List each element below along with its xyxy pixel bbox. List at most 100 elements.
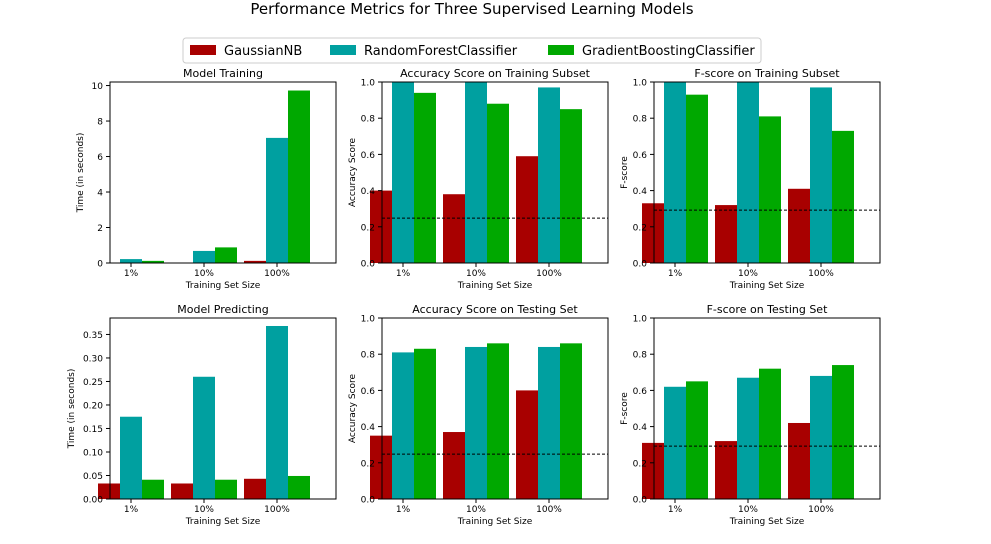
y-axis-label: Time (in seconds) bbox=[67, 369, 77, 450]
bar bbox=[288, 475, 310, 499]
x-tick-label: 1% bbox=[124, 505, 139, 515]
panel-title: Accuracy Score on Testing Set bbox=[412, 303, 578, 316]
bar bbox=[715, 205, 737, 263]
y-tick-label: 1.0 bbox=[633, 79, 648, 89]
y-tick-label: 1.0 bbox=[633, 315, 648, 325]
y-tick-label: 0.4 bbox=[361, 423, 376, 433]
bar bbox=[759, 368, 781, 499]
bar bbox=[98, 483, 120, 499]
bar bbox=[414, 348, 436, 499]
x-tick-label: 10% bbox=[466, 505, 486, 515]
x-tick-label: 1% bbox=[668, 269, 683, 279]
bar bbox=[516, 156, 538, 263]
bar bbox=[120, 259, 142, 263]
bar bbox=[215, 479, 237, 499]
legend: GaussianNB RandomForestClassifier Gradient… bbox=[182, 37, 762, 64]
bar bbox=[266, 325, 288, 499]
bar bbox=[171, 483, 193, 499]
bar bbox=[392, 352, 414, 499]
axes-frame bbox=[381, 317, 609, 500]
y-tick-label: 0 bbox=[97, 260, 103, 270]
y-tick-label: 0.8 bbox=[361, 115, 376, 125]
x-tick-label: 10% bbox=[738, 269, 758, 279]
bar bbox=[538, 346, 560, 499]
bar bbox=[832, 365, 854, 499]
y-tick-label: 0.4 bbox=[633, 423, 648, 433]
y-tick-label: 0.8 bbox=[633, 115, 648, 125]
axes-frame bbox=[109, 317, 337, 500]
bar bbox=[465, 82, 487, 263]
panel-title: F-score on Training Subset bbox=[694, 67, 840, 80]
axes-frame bbox=[381, 81, 609, 264]
x-axis-label: Training Set Size bbox=[457, 517, 533, 527]
y-tick-label: 0.10 bbox=[83, 448, 103, 458]
x-tick-label: 100% bbox=[264, 269, 290, 279]
y-tick-label: 0.0 bbox=[633, 496, 648, 506]
legend-swatch bbox=[330, 45, 356, 55]
figure-title: Performance Metrics for Three Supervised… bbox=[250, 0, 693, 18]
chart-panel: 0 2 4 6 8 10 1% 10% 100% Model Training Training S… bbox=[76, 67, 337, 291]
bar bbox=[664, 386, 686, 499]
panel-title: Model Predicting bbox=[177, 303, 268, 316]
chart-panel: 0.0 0.2 0.4 0.6 0.8 1.0 1% 10% 100% Accuracy Scor… bbox=[348, 303, 609, 527]
y-tick-label: 0.15 bbox=[83, 425, 103, 435]
y-tick-label: 0.2 bbox=[361, 459, 375, 469]
x-tick-label: 10% bbox=[466, 269, 486, 279]
y-tick-label: 0.25 bbox=[83, 378, 103, 388]
chart-panel: 0.00 0.05 0.10 0.15 0.20 0.25 0.30 0.35 1% 10% 100… bbox=[67, 303, 337, 527]
x-tick-label: 100% bbox=[808, 269, 834, 279]
legend-swatch bbox=[190, 45, 216, 55]
x-axis-label: Training Set Size bbox=[729, 281, 805, 291]
bar bbox=[465, 346, 487, 499]
x-tick-label: 1% bbox=[396, 505, 411, 515]
bar bbox=[560, 343, 582, 499]
bar bbox=[810, 87, 832, 264]
bar bbox=[443, 194, 465, 263]
chart-panel: 0.0 0.2 0.4 0.6 0.8 1.0 1% 10% 100% Accuracy Scor… bbox=[348, 67, 609, 291]
x-tick-label: 10% bbox=[738, 505, 758, 515]
chart-panel: 0.0 0.2 0.4 0.6 0.8 1.0 1% 10% 100% F-score on Tr… bbox=[620, 67, 881, 291]
panel-title: F-score on Testing Set bbox=[707, 303, 828, 316]
y-tick-label: 0.6 bbox=[633, 387, 648, 397]
bar bbox=[120, 416, 142, 499]
x-tick-label: 1% bbox=[124, 269, 139, 279]
bar bbox=[142, 479, 164, 499]
chart-panels: 0 2 4 6 8 10 1% 10% 100% Model Training Training S… bbox=[67, 67, 881, 527]
y-tick-label: 0.6 bbox=[361, 387, 376, 397]
bar bbox=[686, 94, 708, 263]
bar bbox=[642, 442, 664, 499]
bar bbox=[832, 130, 854, 263]
y-axis-label: Time (in seconds) bbox=[76, 133, 86, 214]
y-tick-label: 0.20 bbox=[83, 401, 103, 411]
panel-title: Accuracy Score on Training Subset bbox=[400, 67, 591, 80]
chart-panel: 0.0 0.2 0.4 0.6 0.8 1.0 1% 10% 100% F-score on Te… bbox=[620, 303, 881, 527]
y-axis-label: Accuracy Score bbox=[348, 137, 358, 207]
bar bbox=[737, 82, 759, 263]
y-axis-label: Accuracy Score bbox=[348, 373, 358, 443]
y-tick-label: 1.0 bbox=[361, 79, 376, 89]
bar bbox=[215, 247, 237, 263]
bar bbox=[244, 260, 266, 263]
y-tick-label: 0.0 bbox=[361, 496, 376, 506]
bar bbox=[810, 375, 832, 499]
bar bbox=[664, 82, 686, 263]
bar bbox=[686, 381, 708, 499]
bar bbox=[443, 432, 465, 499]
y-axis-label: F-score bbox=[620, 392, 630, 425]
bar bbox=[193, 376, 215, 499]
axes-frame bbox=[653, 317, 881, 500]
x-tick-label: 100% bbox=[264, 505, 290, 515]
y-tick-label: 4 bbox=[97, 189, 103, 199]
y-tick-label: 0.2 bbox=[361, 223, 375, 233]
y-axis-label: F-score bbox=[620, 156, 630, 189]
y-tick-label: 6 bbox=[97, 153, 103, 163]
y-tick-label: 10 bbox=[92, 82, 104, 92]
legend-label: RandomForestClassifier bbox=[364, 44, 518, 59]
bar bbox=[737, 377, 759, 499]
y-tick-label: 8 bbox=[97, 118, 103, 128]
x-axis-label: Training Set Size bbox=[729, 517, 805, 527]
legend-swatch bbox=[548, 45, 574, 55]
bar bbox=[487, 103, 509, 263]
x-tick-label: 100% bbox=[808, 505, 834, 515]
